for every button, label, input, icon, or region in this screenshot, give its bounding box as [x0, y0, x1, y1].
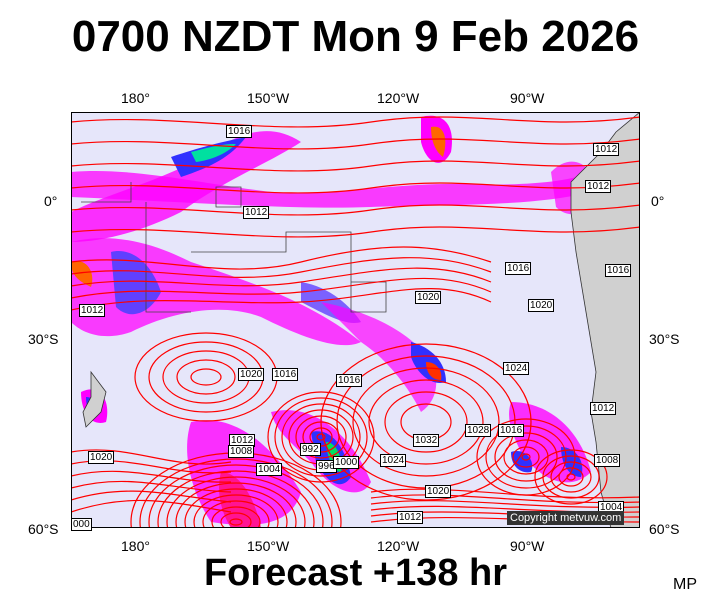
lon-label: 90°W — [510, 90, 545, 106]
lat-label: 30°S — [28, 331, 59, 347]
isobar-label: 1008 — [228, 445, 255, 458]
isobar-label: 1024 — [503, 362, 530, 375]
isobar-line — [485, 425, 567, 489]
isobar-label: 1032 — [413, 434, 440, 447]
lon-label: 180° — [121, 90, 150, 106]
isobar-line — [157, 470, 315, 528]
lon-label: 90°W — [510, 538, 545, 554]
isobar-line — [71, 449, 232, 465]
lat-label: 30°S — [649, 331, 680, 347]
isobar-line — [370, 500, 640, 508]
isobar-line — [558, 467, 584, 487]
map-title: 0700 NZDT Mon 9 Feb 2026 — [71, 12, 640, 61]
isobar-line — [316, 433, 326, 441]
lat-label: 60°S — [649, 521, 680, 537]
lon-label: 120°W — [377, 538, 420, 554]
isobar-label: 1016 — [498, 424, 525, 437]
isobar-line — [184, 488, 288, 528]
isobar-label: 1016 — [605, 264, 632, 277]
isobar-label: 1008 — [594, 454, 621, 467]
isobar-label: 1016 — [272, 368, 299, 381]
isobar-line — [71, 246, 492, 270]
isobar-label: 1012 — [593, 143, 620, 156]
isobar-label: 1012 — [585, 180, 612, 193]
isobar-label: 1028 — [465, 424, 492, 437]
isobar-label: 1020 — [88, 451, 115, 464]
isobar-label: 1012 — [397, 511, 424, 524]
isobar-line — [193, 494, 279, 528]
isobar-label: 1020 — [425, 485, 452, 498]
isobar-line — [550, 461, 592, 493]
isobar-label: 1020 — [415, 291, 442, 304]
isobar-label: 1020 — [528, 299, 555, 312]
lon-label: 180° — [121, 538, 150, 554]
isobar-line — [71, 267, 492, 287]
isobar-label: 1012 — [243, 206, 270, 219]
isobar-line — [71, 257, 492, 278]
isobar-line — [352, 367, 500, 477]
lat-label: 60°S — [28, 521, 59, 537]
lon-label: 150°W — [247, 538, 290, 554]
isobar-line — [176, 359, 236, 395]
lon-label: 120°W — [377, 90, 420, 106]
isobar-line — [71, 204, 640, 216]
zone-boundaries — [81, 182, 387, 313]
isobar-line — [494, 432, 558, 482]
isobar-label: 1012 — [79, 304, 106, 317]
isobar-line — [211, 506, 261, 528]
isobar-line — [512, 446, 540, 468]
isobar-label: 1016 — [226, 125, 253, 138]
isobar-label: 1004 — [598, 501, 625, 514]
isobar-line — [229, 518, 243, 526]
isobar-line — [71, 116, 640, 128]
isobar-line — [384, 391, 468, 453]
isobar-label: 1012 — [590, 402, 617, 415]
isobar-line — [71, 160, 640, 172]
isobar-line — [370, 494, 640, 504]
lat-label: 0° — [44, 193, 58, 209]
isobar-line — [220, 512, 252, 528]
isobar-line — [295, 415, 347, 459]
isobar-line — [302, 421, 340, 453]
isobar-line — [274, 397, 368, 477]
isobar-line — [202, 500, 270, 528]
isobar-label: 1004 — [256, 463, 283, 476]
isobar-line — [166, 476, 306, 528]
isobar-line — [71, 182, 640, 194]
isobar-line — [370, 488, 640, 499]
isobar-line — [139, 458, 333, 528]
isobar-line — [534, 449, 608, 505]
author-initials: MP — [673, 576, 697, 593]
isobar-line — [71, 470, 232, 483]
isobar-label: 1000 — [333, 456, 360, 469]
lat-label: 0° — [651, 193, 665, 209]
isobar-line — [71, 499, 232, 513]
isobar-label: 000 — [71, 518, 92, 531]
isobar-line — [71, 480, 232, 493]
isobar-label: 1012 — [229, 434, 256, 447]
lon-label: 150°W — [247, 90, 290, 106]
isobar-label: 1020 — [238, 368, 265, 381]
isobar-line — [71, 288, 492, 311]
isobar-line — [566, 473, 576, 481]
forecast-hour: Forecast +138 hr — [203, 552, 508, 594]
isobar-line — [175, 482, 297, 528]
isobar-line — [71, 138, 640, 150]
copyright-notice: Copyright metvuw.com — [507, 511, 625, 525]
isobar-line — [71, 277, 492, 299]
isobar-label: 1016 — [505, 262, 532, 275]
isobar-line — [503, 439, 549, 475]
isobar-label: 992 — [300, 443, 321, 456]
isobar-line — [190, 368, 222, 386]
isobar-label: 996 — [316, 460, 337, 473]
isobar-label: 1016 — [336, 374, 363, 387]
isobar-line — [71, 490, 232, 503]
isobar-line — [309, 427, 333, 447]
isobar-line — [542, 455, 600, 499]
isobar-line — [148, 464, 324, 528]
isobar-line — [521, 453, 531, 461]
isobar-line — [71, 226, 640, 238]
isobar-line — [368, 379, 484, 465]
isobar-label: 1024 — [380, 454, 407, 467]
